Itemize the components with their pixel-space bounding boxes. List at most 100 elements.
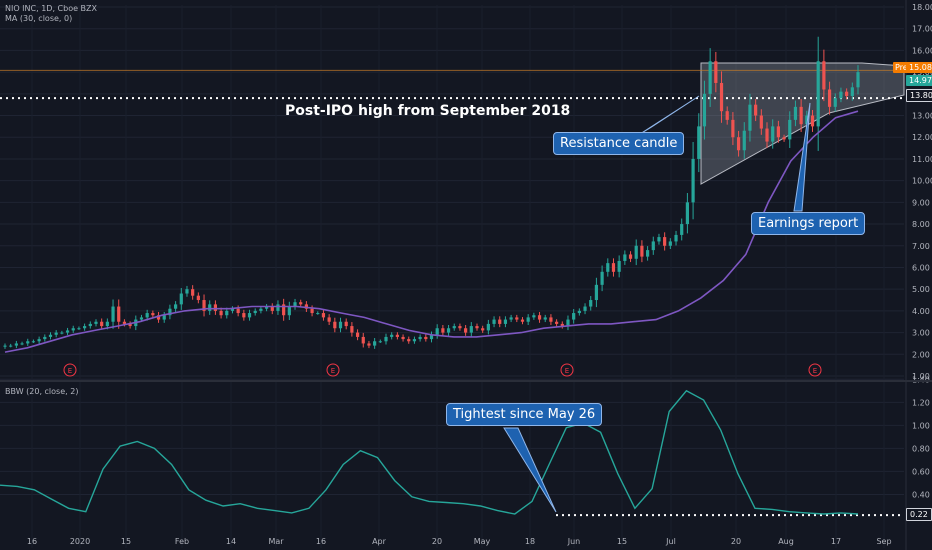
candle-body (469, 326, 473, 333)
time-tick-label: 16 (316, 537, 326, 546)
candle-body (503, 319, 508, 324)
candle-body (822, 61, 826, 90)
candle-body (736, 137, 741, 151)
candle-body (475, 326, 479, 329)
candle-body (60, 332, 64, 334)
time-tick-label: 20 (432, 537, 442, 546)
candle-body (77, 328, 81, 330)
candle-body (418, 336, 422, 340)
earnings-marker (63, 363, 77, 377)
price-tick-label: 11.00 (912, 155, 932, 164)
candle-body (321, 313, 326, 318)
bbw-tick-label: 0.80 (912, 444, 930, 453)
candle-body (771, 126, 775, 142)
candle-body (532, 315, 536, 318)
candle-body (429, 334, 434, 340)
candle-body (776, 126, 780, 138)
time-tick-label: 20 (731, 537, 741, 546)
post-ipo-annotation: Post-IPO high from September 2018 (285, 103, 571, 119)
time-tick-label: May (474, 537, 491, 546)
candle-body (185, 289, 189, 294)
bbw-tick-label: 1.00 (912, 421, 930, 430)
candle-body (83, 326, 87, 329)
candle-body (526, 317, 530, 322)
candle-body (697, 126, 701, 159)
candle-body (708, 61, 712, 94)
candle-body (583, 306, 587, 311)
candle-body (702, 93, 707, 127)
candle-body (208, 304, 212, 311)
candle-body (725, 111, 729, 120)
candle-body (577, 310, 581, 314)
candle-body (674, 234, 678, 242)
candle-body (128, 323, 132, 327)
candle-body (816, 61, 820, 127)
candle-body (179, 293, 183, 305)
earnings-callout[interactable]: Earnings report (751, 212, 866, 235)
candle-body (259, 308, 263, 311)
price-tick-label: 2.00 (912, 350, 930, 359)
tightest-callout[interactable]: Tightest since May 26 (446, 403, 603, 426)
candle-body (441, 328, 445, 333)
candle-body (26, 341, 30, 344)
candle-body (350, 326, 354, 333)
earnings-marker-label: E (565, 367, 569, 375)
candle-body (754, 104, 758, 116)
pre-price-tag: 15.08 (906, 62, 932, 73)
candle-body (691, 158, 695, 203)
candle-body (555, 321, 559, 324)
time-tick-label: 18 (525, 537, 535, 546)
candle-body (236, 308, 240, 314)
candle-body (520, 319, 525, 322)
candle-body (668, 241, 672, 246)
candle-body (191, 289, 195, 296)
candle-body (196, 295, 200, 301)
candle-body (492, 319, 496, 324)
candle-body (48, 334, 53, 337)
earnings-marker-label: E (331, 367, 335, 375)
candle-body (589, 300, 593, 307)
candle-body (600, 271, 604, 285)
candle-body (850, 87, 854, 96)
candle-body (395, 334, 399, 337)
candle-body (407, 339, 411, 342)
candle-body (759, 115, 763, 129)
candle-body (663, 237, 667, 246)
price-tick-label: 8.00 (912, 220, 930, 229)
candle-body (560, 323, 564, 327)
ma-legend: MA (30, close, 0) (5, 14, 73, 23)
candle-body (537, 315, 542, 320)
resistance-callout[interactable]: Resistance candle (553, 132, 685, 155)
candle-body (685, 202, 689, 225)
candle-body (390, 334, 394, 337)
candle-body (833, 98, 837, 107)
bbw-tick-label: 1.40 (912, 375, 930, 384)
price-tick-label: 13.00 (912, 112, 932, 121)
candle-body (344, 321, 348, 327)
candle-body (714, 61, 718, 83)
candle-body (856, 72, 860, 88)
candle-body (37, 339, 41, 342)
candle-body (742, 130, 746, 151)
candle-body (719, 82, 724, 112)
candle-body (634, 245, 638, 259)
candle-body (839, 91, 843, 99)
earnings-marker-label: E (813, 367, 817, 375)
candle-body (20, 343, 24, 345)
candle-body (3, 345, 7, 347)
candle-body (105, 321, 109, 327)
earnings-marker-label: E (68, 367, 72, 375)
candle-body (788, 119, 792, 140)
candle-body (355, 332, 360, 337)
candle-body (174, 304, 178, 309)
candle-body (333, 321, 337, 329)
price-tick-label: 16.00 (912, 46, 932, 55)
candle-body (162, 315, 166, 320)
candle-body (628, 254, 633, 259)
candle-body (657, 237, 661, 242)
candle-body (242, 313, 246, 318)
price-tick-label: 7.00 (912, 242, 930, 251)
time-tick-label: 15 (121, 537, 131, 546)
